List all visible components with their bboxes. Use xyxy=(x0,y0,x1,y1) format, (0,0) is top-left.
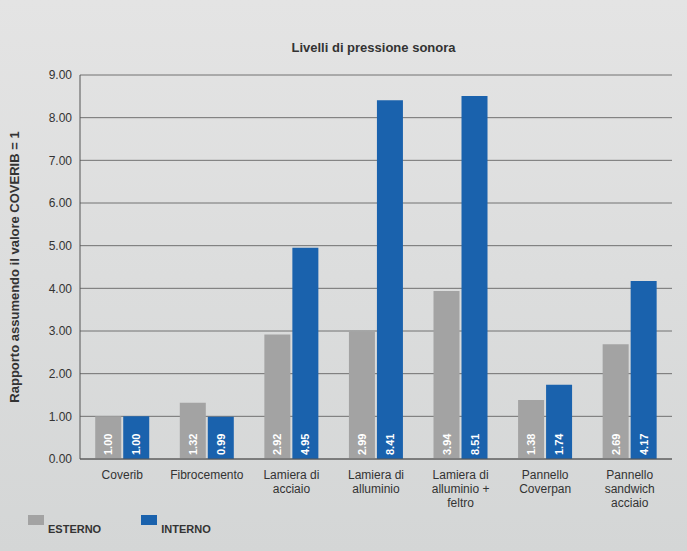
svg-text:7.00: 7.00 xyxy=(49,154,73,168)
svg-text:Lamiera dialluminio +feltro: Lamiera dialluminio +feltro xyxy=(432,468,490,510)
svg-text:Lamiera diacciaio: Lamiera diacciaio xyxy=(263,468,319,496)
html-text:Livelli di pressione sonora: Livelli di pressione sonora xyxy=(291,40,456,55)
svg-text:Rapporto assumendo il valore C: Rapporto assumendo il valore COVERIB = 1 xyxy=(7,131,22,402)
html-text:INTERNO: INTERNO xyxy=(161,523,211,535)
svg-text:2.00: 2.00 xyxy=(49,367,73,381)
svg-text:3.94: 3.94 xyxy=(441,433,453,455)
svg-text:0.99: 0.99 xyxy=(215,434,227,455)
svg-text:1.00: 1.00 xyxy=(102,434,114,455)
svg-text:PannelloCoverpan: PannelloCoverpan xyxy=(519,468,571,496)
svg-text:Lamiera dialluminio: Lamiera dialluminio xyxy=(348,468,404,496)
html-text:ESTERNO: ESTERNO xyxy=(48,523,102,535)
svg-text:1.00: 1.00 xyxy=(130,434,142,455)
svg-text:1.32: 1.32 xyxy=(187,434,199,455)
svg-text:Pannellosandwichacciaio: Pannellosandwichacciaio xyxy=(605,468,655,510)
svg-text:6.00: 6.00 xyxy=(49,196,73,210)
svg-text:4.00: 4.00 xyxy=(49,282,73,296)
svg-text:2.92: 2.92 xyxy=(271,434,283,455)
svg-text:Fibrocemento: Fibrocemento xyxy=(170,468,244,482)
svg-text:8.51: 8.51 xyxy=(469,434,481,455)
svg-text:0.00: 0.00 xyxy=(49,452,73,466)
svg-text:3.00: 3.00 xyxy=(49,324,73,338)
svg-text:Coverib: Coverib xyxy=(102,468,144,482)
svg-text:1.74: 1.74 xyxy=(553,433,565,455)
svg-text:8.41: 8.41 xyxy=(384,434,396,455)
svg-text:5.00: 5.00 xyxy=(49,239,73,253)
svg-text:1.38: 1.38 xyxy=(525,434,537,455)
svg-text:2.99: 2.99 xyxy=(356,434,368,455)
svg-text:9.00: 9.00 xyxy=(49,68,73,82)
svg-text:4.17: 4.17 xyxy=(638,434,650,455)
svg-text:2.69: 2.69 xyxy=(610,434,622,455)
svg-text:1.00: 1.00 xyxy=(49,410,73,424)
svg-text:4.95: 4.95 xyxy=(299,434,311,455)
svg-text:8.00: 8.00 xyxy=(49,111,73,125)
